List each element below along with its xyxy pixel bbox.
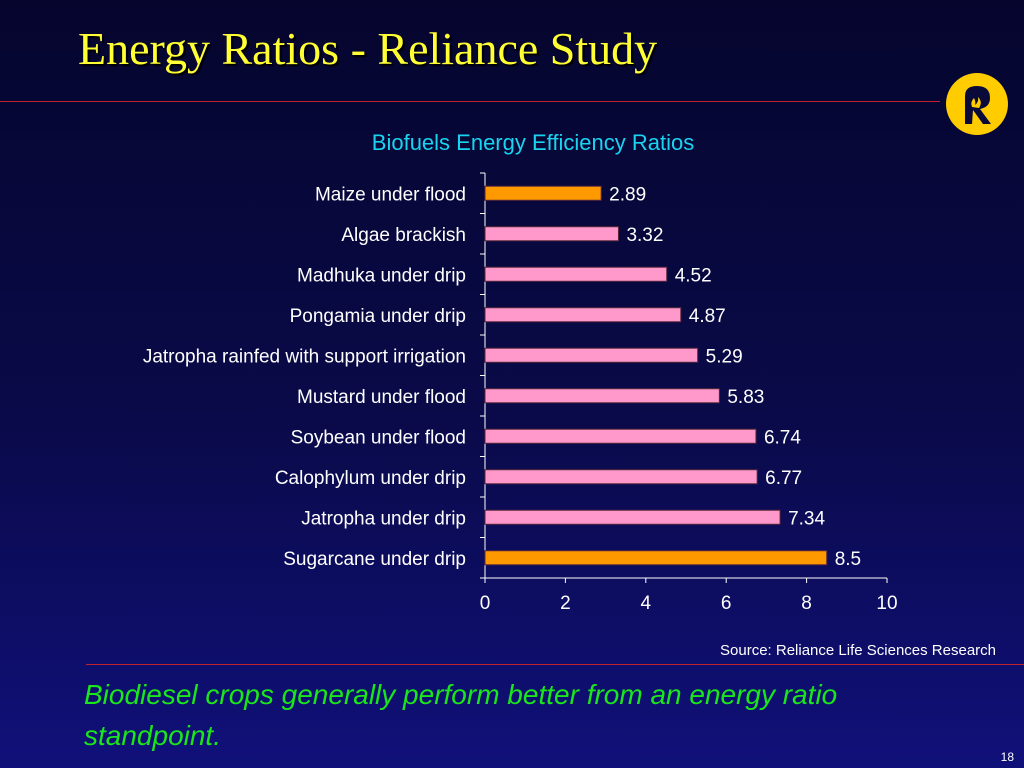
- bar: [484, 428, 757, 444]
- page-number: 18: [1000, 750, 1014, 764]
- data-label: 4.52: [675, 265, 712, 286]
- footer-divider: [86, 664, 1024, 665]
- bar: [484, 347, 699, 363]
- data-label: 2.89: [609, 184, 646, 205]
- category-label: Pongamia under drip: [290, 306, 466, 327]
- bar: [484, 226, 619, 242]
- category-label: Jatropha rainfed with support irrigation: [143, 346, 466, 367]
- category-label: Jatropha under drip: [301, 508, 466, 529]
- bar: [484, 307, 682, 323]
- category-label: Algae brackish: [341, 225, 466, 246]
- data-label: 4.87: [689, 306, 726, 327]
- bar: [484, 550, 828, 566]
- bar: [484, 469, 758, 485]
- category-label: Mustard under flood: [297, 387, 466, 408]
- x-tick-label: 10: [876, 593, 897, 614]
- x-tick-label: 4: [641, 593, 652, 614]
- slide-title: Energy Ratios - Reliance Study: [78, 23, 658, 74]
- caption-text: Biodiesel crops generally perform better…: [84, 679, 838, 751]
- x-tick-label: 2: [560, 593, 571, 614]
- data-label: 7.34: [788, 508, 825, 529]
- data-label: 6.77: [765, 468, 802, 489]
- reliance-logo-icon: [946, 73, 1008, 135]
- category-label: Sugarcane under drip: [283, 549, 466, 570]
- bar: [484, 266, 668, 282]
- bar: [484, 509, 781, 525]
- data-label: 5.29: [706, 346, 743, 367]
- data-label: 5.83: [727, 387, 764, 408]
- bar: [484, 185, 602, 201]
- x-tick-label: 8: [801, 593, 812, 614]
- chart-title: Biofuels Energy Efficiency Ratios: [371, 130, 695, 155]
- category-label: Soybean under flood: [291, 427, 466, 448]
- category-label: Calophylum under drip: [275, 468, 466, 489]
- data-label: 6.74: [764, 427, 801, 448]
- data-label: 8.5: [835, 549, 861, 570]
- source-note: Source: Reliance Life Sciences Research: [720, 642, 996, 659]
- bar: [484, 388, 720, 404]
- x-tick-label: 6: [721, 593, 732, 614]
- category-label: Madhuka under drip: [297, 265, 466, 286]
- category-label: Maize under flood: [315, 184, 466, 205]
- x-tick-label: 0: [480, 593, 491, 614]
- title-divider: [0, 101, 940, 102]
- data-label: 3.32: [626, 225, 663, 246]
